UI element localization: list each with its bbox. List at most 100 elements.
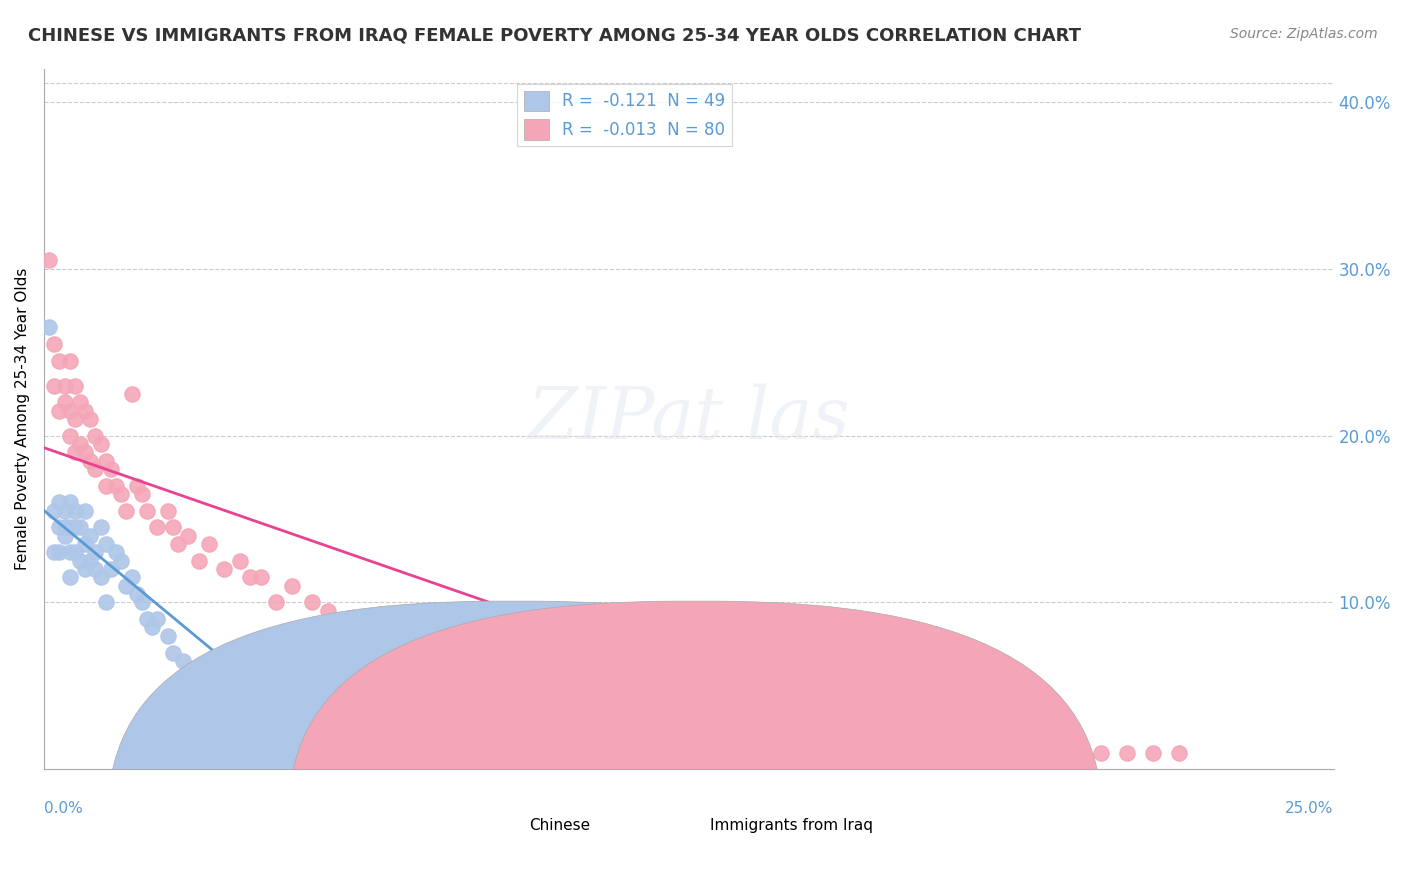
Point xyxy=(1090,746,1112,760)
Point xyxy=(523,671,546,685)
Point xyxy=(600,687,623,701)
Point xyxy=(44,504,66,518)
Point xyxy=(935,737,957,751)
Point xyxy=(100,562,122,576)
Point xyxy=(38,320,60,334)
Point xyxy=(1012,737,1035,751)
Point xyxy=(131,595,153,609)
Point xyxy=(84,428,107,442)
Point xyxy=(44,545,66,559)
Point xyxy=(63,445,86,459)
Point xyxy=(471,654,494,668)
Point xyxy=(368,721,391,735)
Point xyxy=(280,579,302,593)
Point xyxy=(94,595,117,609)
Point xyxy=(229,679,252,693)
Point xyxy=(63,504,86,518)
Text: Immigrants from Iraq: Immigrants from Iraq xyxy=(710,818,873,833)
Point xyxy=(678,704,700,718)
Point xyxy=(48,545,70,559)
Point xyxy=(48,495,70,509)
Point xyxy=(79,554,101,568)
Point xyxy=(69,554,91,568)
Point xyxy=(53,529,76,543)
Point xyxy=(342,612,364,626)
Point xyxy=(652,696,675,710)
Legend: R =  -0.121  N = 49, R =  -0.013  N = 80: R = -0.121 N = 49, R = -0.013 N = 80 xyxy=(517,84,731,146)
Point xyxy=(75,445,97,459)
Point xyxy=(177,529,200,543)
Point xyxy=(59,570,82,584)
Point xyxy=(38,253,60,268)
Point xyxy=(703,704,725,718)
Point xyxy=(59,403,82,417)
Point xyxy=(548,679,571,693)
Point xyxy=(419,637,441,651)
Point xyxy=(1064,746,1087,760)
Point xyxy=(832,721,855,735)
Point xyxy=(75,537,97,551)
Text: 25.0%: 25.0% xyxy=(1285,801,1334,816)
Point xyxy=(44,336,66,351)
Point xyxy=(59,495,82,509)
Point xyxy=(84,562,107,576)
Point xyxy=(626,696,648,710)
Point xyxy=(69,395,91,409)
FancyBboxPatch shape xyxy=(108,601,921,892)
Point xyxy=(75,403,97,417)
Point xyxy=(214,562,236,576)
Point xyxy=(172,654,194,668)
Point xyxy=(987,737,1010,751)
Point xyxy=(105,545,128,559)
Point xyxy=(63,378,86,392)
Point xyxy=(63,412,86,426)
Point xyxy=(574,679,596,693)
Point xyxy=(146,612,169,626)
Point xyxy=(75,562,97,576)
Point xyxy=(59,520,82,534)
Point xyxy=(394,629,416,643)
Point xyxy=(110,554,132,568)
Point xyxy=(1116,746,1139,760)
Point xyxy=(84,545,107,559)
Text: Source: ZipAtlas.com: Source: ZipAtlas.com xyxy=(1230,27,1378,41)
Point xyxy=(910,729,932,743)
Point xyxy=(249,570,271,584)
Point xyxy=(264,595,287,609)
Point xyxy=(110,487,132,501)
Point xyxy=(730,712,752,726)
Point xyxy=(48,353,70,368)
Point xyxy=(156,504,179,518)
Point xyxy=(167,537,190,551)
Point xyxy=(146,520,169,534)
Point xyxy=(48,520,70,534)
Point xyxy=(1039,746,1062,760)
Point xyxy=(162,646,184,660)
Point xyxy=(75,504,97,518)
Point xyxy=(858,729,880,743)
Point xyxy=(115,504,138,518)
Point xyxy=(79,529,101,543)
Point xyxy=(105,478,128,492)
Point xyxy=(59,545,82,559)
Point xyxy=(53,395,76,409)
Point xyxy=(962,737,984,751)
Point xyxy=(446,646,468,660)
Point xyxy=(239,570,262,584)
Point xyxy=(136,612,159,626)
Point xyxy=(198,671,221,685)
Point xyxy=(368,620,391,634)
Point xyxy=(280,696,302,710)
Point xyxy=(84,462,107,476)
Point xyxy=(94,537,117,551)
FancyBboxPatch shape xyxy=(290,601,1101,892)
Point xyxy=(69,520,91,534)
Point xyxy=(1167,746,1189,760)
Point xyxy=(48,403,70,417)
Text: Chinese: Chinese xyxy=(529,818,591,833)
Point xyxy=(249,687,271,701)
Text: CHINESE VS IMMIGRANTS FROM IRAQ FEMALE POVERTY AMONG 25-34 YEAR OLDS CORRELATION: CHINESE VS IMMIGRANTS FROM IRAQ FEMALE P… xyxy=(28,27,1081,45)
Point xyxy=(53,378,76,392)
Point xyxy=(79,453,101,467)
Point xyxy=(121,570,143,584)
